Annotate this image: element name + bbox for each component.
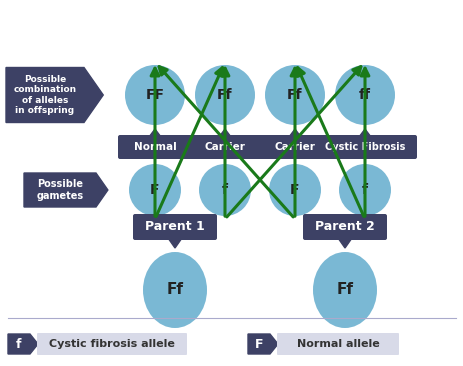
Text: f: f xyxy=(361,183,367,197)
Polygon shape xyxy=(288,129,300,137)
Text: F: F xyxy=(254,337,263,351)
Text: Parent 2: Parent 2 xyxy=(314,220,374,234)
FancyBboxPatch shape xyxy=(37,333,187,355)
Ellipse shape xyxy=(143,252,206,328)
Ellipse shape xyxy=(313,252,376,328)
Text: Ff: Ff xyxy=(166,283,183,298)
Text: Parent 1: Parent 1 xyxy=(145,220,205,234)
Polygon shape xyxy=(24,173,108,207)
Ellipse shape xyxy=(129,164,181,216)
Text: FF: FF xyxy=(145,88,164,102)
Polygon shape xyxy=(247,334,277,354)
Polygon shape xyxy=(358,129,370,137)
Text: Possible
gametes: Possible gametes xyxy=(37,179,83,201)
Polygon shape xyxy=(6,67,103,123)
Text: f: f xyxy=(16,337,22,351)
Text: Cystic fibrosis allele: Cystic fibrosis allele xyxy=(49,339,175,349)
Polygon shape xyxy=(8,334,38,354)
Text: ff: ff xyxy=(358,88,370,102)
FancyBboxPatch shape xyxy=(276,333,398,355)
Text: Ff: Ff xyxy=(287,88,302,102)
Text: Carrier: Carrier xyxy=(204,142,245,152)
Text: Normal: Normal xyxy=(133,142,176,152)
Polygon shape xyxy=(149,129,161,137)
FancyBboxPatch shape xyxy=(133,214,217,240)
FancyBboxPatch shape xyxy=(188,135,262,159)
Text: Possible
combination
of alleles
in offspring: Possible combination of alleles in offsp… xyxy=(13,75,76,115)
FancyBboxPatch shape xyxy=(257,135,332,159)
Ellipse shape xyxy=(194,65,255,125)
Polygon shape xyxy=(219,129,231,137)
Text: F: F xyxy=(290,183,299,197)
Ellipse shape xyxy=(338,164,390,216)
FancyBboxPatch shape xyxy=(302,214,386,240)
Ellipse shape xyxy=(125,65,185,125)
Text: Ff: Ff xyxy=(217,88,232,102)
Text: Ff: Ff xyxy=(336,283,353,298)
Polygon shape xyxy=(337,238,351,248)
FancyBboxPatch shape xyxy=(313,135,416,159)
Text: F: F xyxy=(150,183,159,197)
Ellipse shape xyxy=(264,65,324,125)
Polygon shape xyxy=(168,238,181,248)
Text: f: f xyxy=(221,183,227,197)
Ellipse shape xyxy=(199,164,250,216)
Text: Cystic Fibrosis: Cystic Fibrosis xyxy=(324,142,404,152)
FancyBboxPatch shape xyxy=(118,135,192,159)
Ellipse shape xyxy=(269,164,320,216)
Text: Normal allele: Normal allele xyxy=(296,339,379,349)
Ellipse shape xyxy=(334,65,394,125)
Text: Carrier: Carrier xyxy=(274,142,315,152)
